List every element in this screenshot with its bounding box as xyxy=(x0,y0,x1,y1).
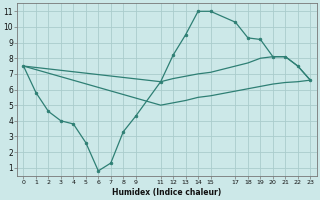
X-axis label: Humidex (Indice chaleur): Humidex (Indice chaleur) xyxy=(112,188,221,197)
